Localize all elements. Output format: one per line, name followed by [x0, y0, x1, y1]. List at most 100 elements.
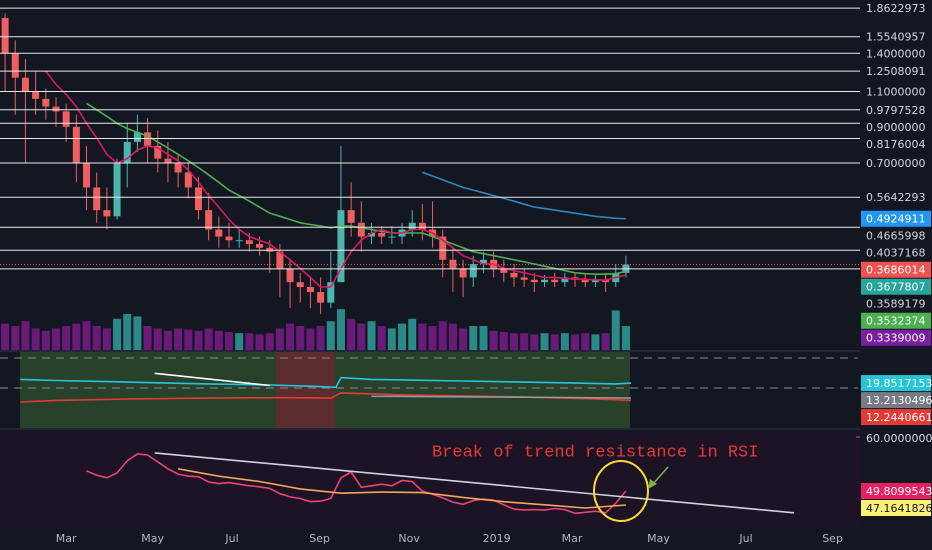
volume-bar	[489, 330, 498, 350]
volume-bar	[265, 333, 274, 350]
volume-bar	[530, 334, 539, 350]
candle-body	[52, 106, 60, 112]
volume-bar	[601, 333, 610, 350]
indicator-line	[371, 395, 632, 399]
x-tick-label: Jul	[224, 532, 238, 545]
candle-body	[205, 210, 213, 230]
candle-body	[103, 210, 111, 217]
x-tick-label: 2019	[483, 532, 511, 545]
price-label: 1.5540957	[866, 31, 926, 44]
volume-bar	[448, 323, 457, 350]
candle-body	[235, 240, 243, 242]
candle-body	[83, 163, 91, 188]
price-label-box	[861, 189, 931, 206]
price-label-box	[861, 483, 931, 500]
price-label: 12.2440661	[866, 411, 932, 424]
price-label: 0.8176004	[866, 138, 926, 151]
price-label-box	[861, 244, 931, 261]
indicator-line	[45, 70, 627, 288]
volume-bar	[326, 321, 335, 350]
candle-body	[174, 163, 182, 173]
volume-bar	[51, 328, 60, 350]
candle-body	[327, 282, 335, 303]
price-label-box	[861, 278, 931, 295]
price-label-box	[861, 101, 931, 118]
candle-body	[520, 277, 528, 280]
volume-bar	[62, 326, 71, 350]
volume-bar	[357, 323, 366, 350]
volume-bar	[499, 332, 508, 350]
volume-bar	[408, 318, 417, 350]
price-label-box	[861, 329, 931, 346]
candle-body	[357, 222, 365, 237]
volume-bar	[194, 330, 203, 350]
candle-body	[286, 268, 294, 283]
highlight-ellipse	[593, 460, 649, 522]
price-label: 13.2130496	[866, 394, 932, 407]
volume-bar	[235, 333, 244, 350]
price-label: 0.3532374	[866, 315, 926, 328]
x-tick-label: Mar	[562, 532, 583, 545]
price-label-box	[861, 409, 931, 426]
price-label-box	[861, 155, 931, 172]
candle-body	[449, 259, 457, 269]
candle-body	[144, 132, 152, 146]
candle-body	[256, 243, 264, 248]
scale-labels: 1.8622973 1.5540957 1.4000000 1.2508091 1.10…	[861, 0, 932, 517]
price-label-box	[861, 118, 931, 135]
price-label-box	[861, 0, 931, 17]
price-label-box	[861, 261, 931, 278]
volume-bar	[479, 326, 488, 350]
candle-body	[164, 158, 172, 164]
candle-body	[184, 172, 192, 188]
volume-bar	[113, 318, 122, 350]
candle-body	[439, 236, 447, 260]
candle-body	[388, 236, 396, 238]
volume-bar	[41, 330, 50, 350]
volume-bar	[469, 326, 478, 350]
x-tick-label: Sep	[309, 532, 330, 545]
price-label-box	[861, 375, 931, 392]
candle-body	[276, 251, 284, 269]
volume-bar	[581, 333, 590, 350]
x-tick-label: Jul	[738, 532, 752, 545]
indicator-band-red	[276, 352, 335, 428]
volume-bar	[174, 328, 183, 350]
volume-bar	[387, 328, 396, 350]
arrow	[651, 466, 669, 486]
volume-bar	[336, 309, 345, 350]
price-label: 0.4037168	[866, 247, 926, 260]
volume-bar	[255, 334, 264, 350]
price-label: 0.3339009	[866, 332, 926, 345]
volume-bar	[1, 323, 10, 350]
candle-body	[459, 268, 467, 278]
candle-body	[581, 279, 589, 283]
candle-body	[245, 240, 253, 244]
indicator-line	[86, 453, 627, 515]
volume-bar	[204, 328, 213, 350]
price-label: 1.4000000	[866, 48, 926, 61]
volume-bar	[459, 328, 468, 350]
price-label: 0.7000000	[866, 157, 926, 170]
candle-body	[123, 141, 131, 164]
candle-body	[469, 264, 477, 278]
price-label: 47.1641826	[866, 502, 932, 515]
volume-bar	[611, 310, 620, 350]
candle-body	[62, 111, 70, 127]
x-tick-label: Sep	[822, 532, 843, 545]
volume-bar	[184, 329, 193, 350]
volume-bar	[245, 333, 254, 350]
x-tick-label: Nov	[398, 532, 420, 545]
price-label: 1.8622973	[866, 2, 926, 15]
price-label: 0.3677807	[866, 281, 926, 294]
price-label: 0.9797528	[866, 104, 926, 117]
price-label: 49.8099543	[866, 485, 932, 498]
marks: Mar May Jul Sep Nov 2019 Mar May Jul Sep	[0, 7, 860, 545]
arrow-head	[648, 479, 657, 489]
candle-body	[551, 279, 559, 283]
price-label-box	[861, 63, 931, 80]
volume-bar	[367, 321, 376, 350]
price-label-box	[861, 227, 931, 244]
candle-body	[306, 287, 314, 293]
